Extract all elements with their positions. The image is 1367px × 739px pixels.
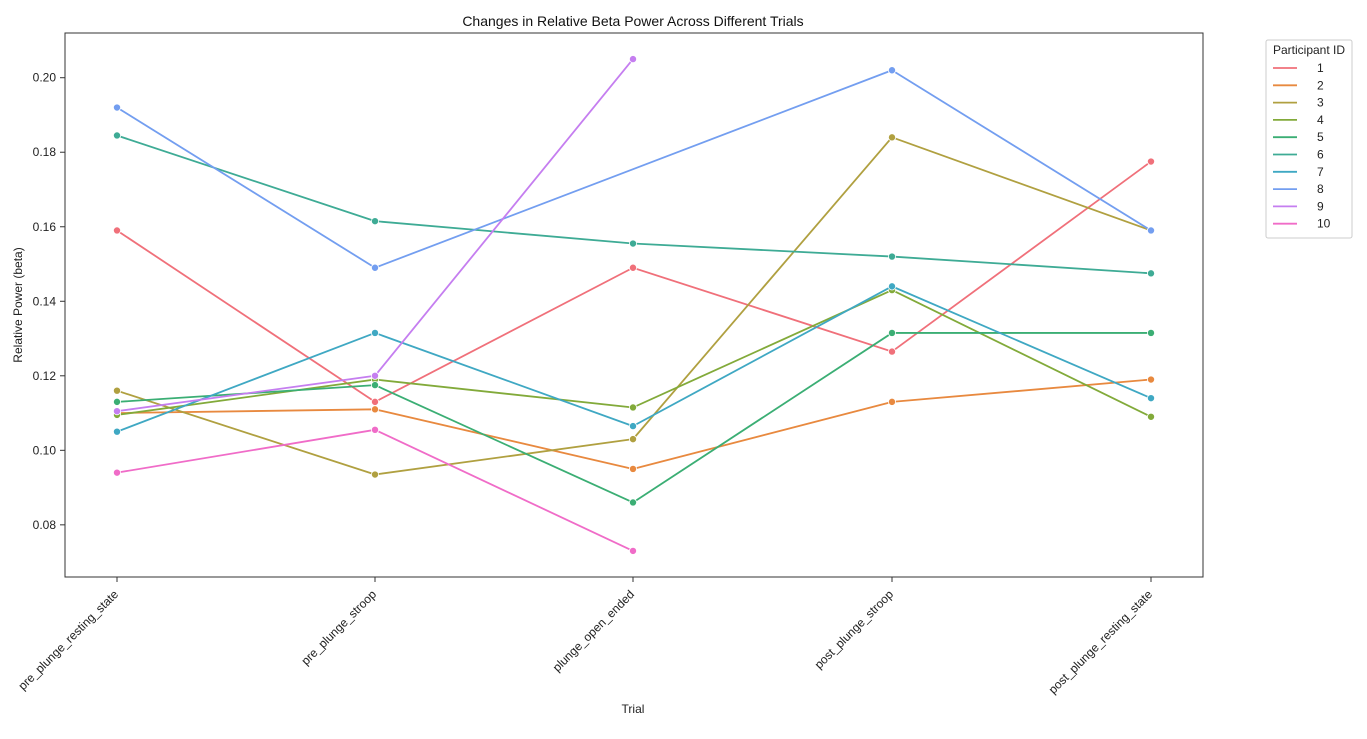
legend-title: Participant ID bbox=[1273, 43, 1345, 57]
x-axis-label: Trial bbox=[622, 702, 645, 716]
legend-item: 5 bbox=[1273, 130, 1324, 144]
series-6 bbox=[113, 131, 1156, 278]
plot-marks bbox=[113, 55, 1156, 555]
data-point bbox=[113, 427, 122, 436]
x-tick-label: post_plunge_stroop bbox=[812, 587, 897, 672]
series-line bbox=[116, 58, 634, 413]
data-point bbox=[888, 347, 897, 356]
data-point bbox=[370, 371, 379, 380]
legend-item: 1 bbox=[1273, 61, 1324, 75]
data-point bbox=[629, 239, 638, 248]
data-point bbox=[370, 381, 379, 390]
legend-item: 9 bbox=[1273, 199, 1324, 213]
legend-item: 10 bbox=[1273, 217, 1331, 231]
data-point bbox=[113, 468, 122, 477]
series-1 bbox=[113, 157, 1156, 406]
series-10 bbox=[113, 425, 638, 555]
y-tick-label: 0.10 bbox=[33, 443, 57, 457]
y-tick-label: 0.14 bbox=[33, 294, 57, 308]
legend-item: 3 bbox=[1273, 96, 1324, 110]
data-point bbox=[888, 252, 897, 261]
data-point bbox=[1147, 375, 1156, 384]
data-point bbox=[888, 133, 897, 142]
y-tick-label: 0.16 bbox=[33, 220, 57, 234]
legend-item: 4 bbox=[1273, 113, 1324, 127]
series-2 bbox=[113, 375, 1156, 473]
y-axis-label: Relative Power (beta) bbox=[11, 247, 25, 362]
data-point bbox=[370, 397, 379, 406]
legend-frame bbox=[1265, 39, 1353, 239]
series-line bbox=[116, 428, 634, 552]
data-point bbox=[1147, 394, 1156, 403]
legend-label: 5 bbox=[1317, 130, 1324, 144]
legend: Participant ID 1 2 3 4 5 6 7 8 9 10 bbox=[1265, 39, 1353, 239]
legend-label: 8 bbox=[1317, 182, 1324, 196]
series-line bbox=[116, 332, 1151, 504]
series-8 bbox=[113, 66, 1156, 272]
data-point bbox=[888, 397, 897, 406]
x-tick-label: pre_plunge_resting_state bbox=[15, 587, 121, 693]
data-point bbox=[370, 425, 379, 434]
plot-frame bbox=[64, 32, 1204, 578]
legend-item: 8 bbox=[1273, 182, 1324, 196]
data-point bbox=[113, 386, 122, 395]
series-5 bbox=[113, 328, 1156, 507]
legend-item: 2 bbox=[1273, 78, 1324, 92]
y-tick-label: 0.08 bbox=[33, 518, 57, 532]
data-point bbox=[629, 546, 638, 555]
data-point bbox=[113, 103, 122, 112]
legend-label: 1 bbox=[1317, 61, 1324, 75]
chart-title: Changes in Relative Beta Power Across Di… bbox=[462, 13, 803, 29]
data-point bbox=[113, 397, 122, 406]
legend-label: 2 bbox=[1317, 78, 1324, 92]
y-tick-label: 0.12 bbox=[33, 369, 57, 383]
legend-item: 6 bbox=[1273, 148, 1324, 162]
legend-label: 4 bbox=[1317, 113, 1324, 127]
legend-label: 3 bbox=[1317, 96, 1324, 110]
y-tick-label: 0.18 bbox=[33, 145, 57, 159]
y-axis: 0.08 0.10 0.12 0.14 0.16 0.18 0.20 bbox=[33, 71, 65, 532]
y-tick-label: 0.20 bbox=[33, 71, 57, 85]
data-point bbox=[629, 464, 638, 473]
data-point bbox=[1147, 328, 1156, 337]
data-point bbox=[888, 66, 897, 75]
data-point bbox=[629, 422, 638, 431]
x-tick-label: post_plunge_resting_state bbox=[1046, 587, 1156, 697]
data-point bbox=[629, 498, 638, 507]
data-point bbox=[1147, 157, 1156, 166]
x-tick-label: pre_plunge_stroop bbox=[298, 587, 379, 668]
series-9 bbox=[113, 55, 638, 416]
data-point bbox=[629, 55, 638, 64]
legend-label: 7 bbox=[1317, 165, 1324, 179]
series-7 bbox=[113, 282, 1156, 436]
data-point bbox=[1147, 412, 1156, 421]
data-point bbox=[370, 263, 379, 272]
data-point bbox=[113, 131, 122, 140]
legend-item: 7 bbox=[1273, 165, 1324, 179]
data-point bbox=[370, 328, 379, 337]
data-point bbox=[113, 226, 122, 235]
legend-label: 6 bbox=[1317, 148, 1324, 162]
data-point bbox=[1147, 226, 1156, 235]
series-4 bbox=[113, 286, 1156, 421]
data-point bbox=[370, 217, 379, 226]
data-point bbox=[629, 435, 638, 444]
series-line bbox=[116, 160, 1152, 403]
data-point bbox=[629, 403, 638, 412]
data-point bbox=[888, 282, 897, 291]
legend-label: 9 bbox=[1317, 199, 1324, 213]
series-line bbox=[116, 289, 1152, 418]
data-point bbox=[629, 263, 638, 272]
data-point bbox=[888, 328, 897, 337]
data-point bbox=[370, 470, 379, 479]
data-point bbox=[1147, 269, 1156, 278]
series-line bbox=[116, 69, 1152, 269]
x-tick-label: plunge_open_ended bbox=[550, 587, 637, 674]
data-point bbox=[370, 405, 379, 414]
x-axis: pre_plunge_resting_state pre_plunge_stroo… bbox=[15, 577, 1155, 697]
data-point bbox=[113, 407, 122, 416]
legend-label: 10 bbox=[1317, 217, 1331, 231]
